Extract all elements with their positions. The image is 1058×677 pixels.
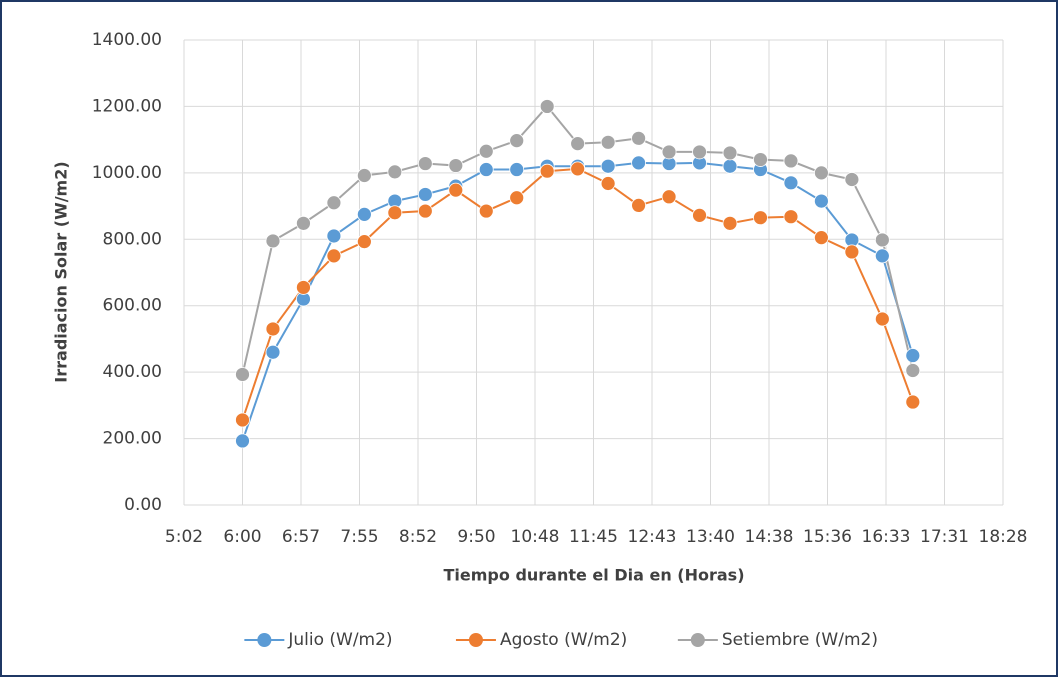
data-point: [235, 433, 250, 449]
data-point: [235, 367, 250, 382]
data-point: [265, 321, 281, 337]
data-point: [783, 175, 799, 191]
x-tick-label: 8:52: [399, 527, 437, 547]
data-point: [478, 143, 494, 159]
data-point: [570, 161, 586, 177]
data-point: [905, 394, 921, 410]
legend-marker: [257, 633, 272, 647]
data-point: [844, 244, 860, 260]
x-tick-label: 17:31: [920, 527, 969, 547]
data-point: [387, 205, 403, 221]
data-point: [417, 203, 433, 219]
x-tick-label: 11:45: [569, 527, 618, 547]
x-tick-label: 12:43: [628, 527, 677, 547]
data-point: [814, 193, 829, 209]
data-point: [753, 210, 768, 226]
data-point: [448, 182, 464, 198]
y-tick-label: 600.00: [103, 296, 162, 316]
data-point: [783, 153, 799, 169]
data-point: [539, 99, 555, 114]
x-tick-label: 15:36: [803, 527, 852, 547]
data-point: [631, 155, 646, 171]
x-tick-label: 13:40: [686, 527, 735, 547]
data-point: [692, 207, 707, 223]
data-point: [356, 206, 372, 222]
x-tick-label: 5:02: [165, 527, 203, 547]
data-point: [417, 187, 433, 202]
data-point: [874, 311, 890, 327]
y-tick-label: 200.00: [103, 429, 162, 449]
data-point: [631, 130, 646, 146]
data-point: [326, 195, 342, 211]
legend-marker: [468, 633, 483, 647]
x-tick-label: 9:50: [457, 527, 495, 547]
x-tick-label: 7:55: [340, 527, 378, 547]
data-point: [296, 215, 311, 231]
data-point: [661, 144, 677, 160]
data-point: [905, 363, 921, 378]
data-point: [509, 133, 525, 149]
x-tick-label: 6:00: [223, 527, 261, 547]
y-tick-label: 400.00: [103, 362, 162, 382]
data-point: [326, 228, 342, 244]
data-point: [905, 348, 921, 363]
y-tick-label: 1200.00: [92, 96, 162, 116]
data-point: [265, 233, 281, 249]
data-point: [844, 172, 860, 187]
data-point: [296, 280, 311, 295]
x-tick-label: 14:38: [745, 527, 794, 547]
y-tick-label: 1000.00: [92, 163, 162, 183]
data-point: [417, 156, 433, 171]
data-point: [814, 165, 829, 181]
data-point: [753, 152, 768, 167]
data-point: [478, 162, 494, 177]
data-point: [600, 158, 616, 174]
data-point: [600, 176, 616, 191]
data-point: [874, 232, 890, 248]
x-tick-label: 16:33: [862, 527, 911, 547]
legend-label: Agosto (W/m2): [500, 630, 627, 650]
data-point: [356, 168, 372, 183]
x-tick-label: 18:28: [979, 527, 1028, 547]
y-tick-label: 1400.00: [92, 30, 162, 50]
y-tick-label: 0.00: [124, 495, 162, 515]
data-point: [631, 198, 646, 213]
data-point: [509, 190, 525, 206]
data-point: [570, 136, 586, 152]
legend-label: Julio (W/m2): [287, 630, 392, 650]
data-point: [722, 158, 738, 174]
data-point: [235, 412, 250, 428]
data-point: [356, 234, 372, 250]
x-tick-label: 10:48: [511, 527, 560, 547]
data-point: [448, 158, 464, 173]
data-point: [478, 203, 494, 219]
data-point: [692, 144, 707, 160]
data-point: [509, 162, 525, 177]
x-tick-label: 6:57: [282, 527, 320, 547]
x-axis-title: Tiempo durante el Dia en (Horas): [444, 566, 745, 585]
data-point: [783, 209, 799, 225]
data-point: [326, 248, 342, 264]
y-tick-label: 800.00: [103, 229, 162, 249]
data-point: [600, 134, 616, 150]
data-point: [661, 189, 677, 205]
data-point: [387, 164, 403, 180]
data-point: [814, 230, 829, 246]
legend-marker: [690, 633, 705, 647]
legend-label: Setiembre (W/m2): [722, 630, 878, 650]
data-point: [722, 145, 738, 161]
data-point: [874, 248, 890, 264]
data-point: [722, 215, 738, 231]
data-point: [265, 344, 281, 360]
data-point: [539, 163, 555, 179]
y-axis-title: Irradiacion Solar (W/m2): [52, 161, 71, 382]
